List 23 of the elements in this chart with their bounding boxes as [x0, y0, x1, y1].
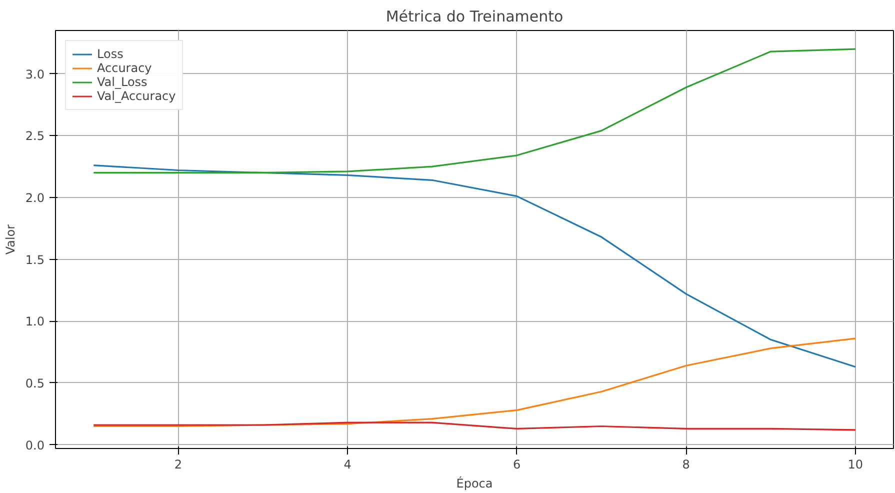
- y-axis-title: Valor: [3, 224, 18, 255]
- y-tick-label: 0.0: [25, 438, 45, 452]
- y-tick-label: 2.5: [25, 129, 45, 144]
- line-series: [92, 422, 856, 431]
- line-series: [92, 48, 856, 174]
- x-tick-label: 2: [174, 458, 182, 472]
- legend-label: Loss: [97, 47, 124, 61]
- y-tick-label: 1.0: [25, 314, 45, 329]
- legend-label: Accuracy: [97, 61, 152, 75]
- chart-title: Métrica do Treinamento: [386, 8, 564, 26]
- x-tick-label: 6: [513, 458, 521, 472]
- line-series: [92, 164, 856, 368]
- line-series: [92, 338, 856, 428]
- x-tick-label: 8: [682, 458, 690, 472]
- y-tick-label: 2.0: [25, 190, 45, 205]
- legend-label: Val_Accuracy: [97, 89, 176, 103]
- legend-label: Val_Loss: [97, 75, 148, 89]
- y-tick-label: 1.5: [25, 252, 45, 267]
- x-tick-label: 10: [848, 458, 864, 472]
- y-tick-label: 0.5: [25, 376, 45, 390]
- x-axis-title: Época: [456, 476, 493, 490]
- x-tick-label: 4: [344, 458, 352, 472]
- y-tick-label: 3.0: [25, 67, 45, 82]
